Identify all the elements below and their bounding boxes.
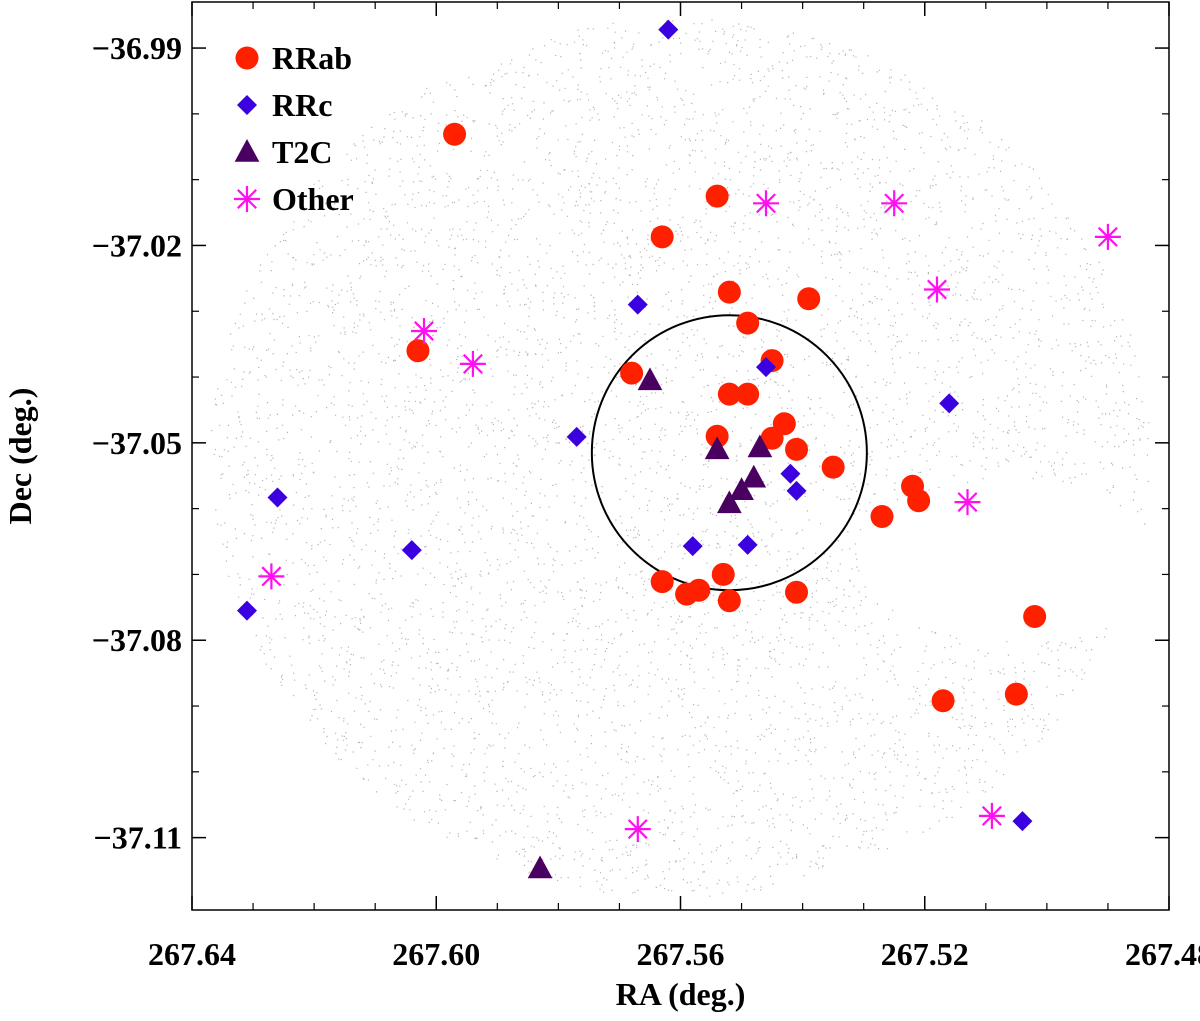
axis-ticks: 267.64 267.60 267.56 267.52 267.48 −36.99 −37.… (92, 2, 1200, 972)
point-rrab (785, 580, 809, 604)
point-rrab (907, 489, 931, 513)
x-tick-label: 267.60 (392, 936, 480, 972)
point-rrc (658, 19, 679, 40)
point-rrab (650, 570, 674, 594)
point-rrc (755, 357, 776, 378)
legend-marker-t2c (234, 139, 260, 162)
x-axis-title: RA (deg.) (616, 976, 746, 1012)
point-other (881, 190, 908, 217)
point-rrc (786, 480, 807, 501)
series-t2c (527, 367, 773, 879)
point-rrc (682, 536, 703, 557)
y-tick-label: −37.05 (92, 425, 182, 461)
point-rrc (627, 294, 648, 315)
point-rrab (870, 505, 894, 529)
x-tick-label: 267.48 (1125, 936, 1200, 972)
point-rrab (406, 339, 430, 363)
y-axis-title: Dec (deg.) (2, 388, 38, 525)
point-other (624, 816, 651, 843)
legend-label-rrc: RRc (272, 87, 332, 123)
point-other (459, 350, 486, 377)
x-tick-label: 267.64 (148, 936, 236, 972)
point-rrc (737, 534, 758, 555)
y-tick-label: −36.99 (92, 30, 182, 66)
legend-marker-rrab (235, 46, 259, 70)
series-other (258, 190, 1121, 843)
point-rrab (821, 455, 845, 479)
point-other (258, 563, 285, 590)
point-rrc (267, 487, 288, 508)
series-rrc (236, 19, 1033, 832)
legend-label-rrab: RRab (272, 40, 352, 76)
point-rrab (736, 382, 760, 406)
point-rrc (1012, 811, 1033, 832)
x-tick-label: 267.52 (881, 936, 969, 972)
variable-star-markers (236, 19, 1121, 879)
point-t2c (637, 367, 663, 391)
point-other (954, 489, 981, 516)
point-rrab (705, 424, 729, 448)
legend-label-t2c: T2C (272, 134, 332, 170)
point-rrab (705, 184, 729, 208)
y-tick-label: −37.02 (92, 227, 182, 263)
point-rrab (760, 426, 784, 450)
point-rrc (780, 463, 801, 484)
point-other (753, 190, 779, 217)
point-t2c (527, 855, 553, 879)
point-t2c (747, 434, 773, 458)
point-other (1094, 223, 1121, 250)
point-rrab (717, 280, 741, 304)
point-rrab (717, 589, 741, 613)
x-tick-label: 267.56 (637, 936, 725, 972)
point-rrab (711, 562, 735, 586)
point-t2c (741, 464, 767, 488)
point-rrab (620, 361, 644, 385)
point-rrab (1023, 605, 1047, 629)
point-rrab (797, 287, 821, 311)
y-tick-label: −37.11 (94, 820, 182, 856)
legend-marker-rrc (237, 95, 257, 115)
point-rrab (717, 382, 741, 406)
legend-label-other: Other (272, 181, 354, 217)
point-rrc (566, 426, 587, 447)
point-other (411, 318, 437, 344)
point-other (924, 276, 950, 303)
point-t2c (704, 436, 730, 460)
series-rrab (406, 122, 1047, 713)
point-rrc (236, 600, 257, 621)
point-t2c (729, 477, 754, 500)
point-rrc (401, 540, 422, 561)
point-rrab (931, 689, 955, 713)
point-rrab (687, 578, 711, 602)
point-t2c (717, 490, 742, 514)
point-rrc (939, 393, 960, 414)
point-rrab (785, 437, 809, 461)
y-tick-label: −37.08 (92, 622, 182, 658)
point-rrab (1004, 682, 1028, 706)
legend-marker-other (234, 186, 260, 212)
point-rrab (443, 122, 467, 146)
legend: RRab RRc T2C Other (234, 40, 354, 217)
point-rrab (650, 225, 674, 249)
point-other (978, 802, 1005, 829)
point-rrab (736, 311, 760, 335)
